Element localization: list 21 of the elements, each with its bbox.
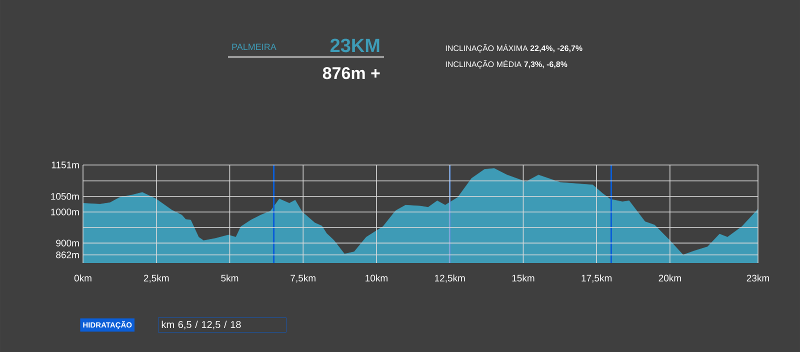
x-tick-label: 7,5km [290,274,316,283]
y-tick-label: 1000m [51,208,79,216]
y-tick-label: 862m [56,252,79,258]
text: INCLINAÇÃO MÁXIMA 22,4%, -26,7% [446,44,582,53]
x-tick-label: 5km [221,274,238,282]
x-tick-label: 10km [366,274,388,282]
y-tick-label: 1050m [51,193,79,200]
x-tick-label: 0km [74,274,92,282]
x-tick-label: 12,5km [434,274,465,283]
x-tick-label: 20km [658,274,681,282]
y-tick-label: 900m [56,240,79,246]
text: km 6,5 / 12,5 / 18 [162,320,241,330]
x-tick-label: 15km [512,274,534,282]
chart-title: PALMEIRA [232,44,276,50]
chart-subtitle: 23KM [330,38,380,52]
x-tick-label: 2,5km [144,274,169,283]
text: INCLINAÇÃO MÉDIA 7,3%, -6,8% [446,60,568,69]
y-tick-label: 1151m [52,162,79,168]
text: 876m + [322,67,380,80]
x-tick-label: 23km [746,274,769,282]
x-tick-label: 17,5km [582,274,612,283]
